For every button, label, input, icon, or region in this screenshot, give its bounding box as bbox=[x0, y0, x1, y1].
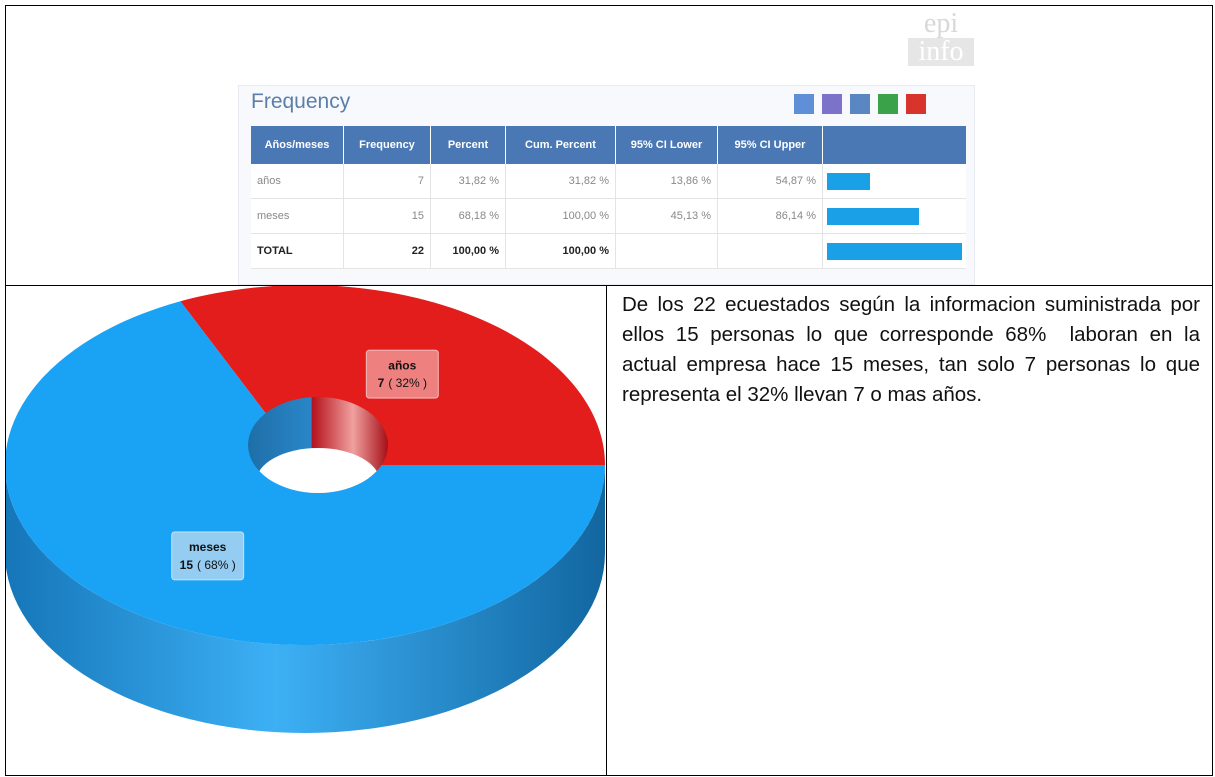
table-cell: 31,82 % bbox=[431, 164, 506, 199]
header-cell: Cum. Percent bbox=[506, 126, 616, 164]
table-cell: 7 bbox=[344, 164, 431, 199]
table-cell bbox=[616, 234, 718, 269]
label-box bbox=[365, 349, 439, 399]
table-cell: 86,14 % bbox=[718, 199, 823, 234]
value-label: 7 bbox=[378, 376, 385, 390]
label-box bbox=[171, 531, 245, 581]
percent-label: ( 68% ) bbox=[197, 558, 236, 572]
value-label: 15 bbox=[180, 558, 194, 572]
header-cell: Frequency bbox=[344, 126, 431, 164]
header-cell: Percent bbox=[431, 126, 506, 164]
hole-floor bbox=[256, 448, 380, 493]
slice-value: 15( 68% ) bbox=[180, 558, 236, 572]
document-border bbox=[5, 5, 1213, 776]
close-icon[interactable] bbox=[906, 94, 926, 114]
list-icon[interactable] bbox=[850, 94, 870, 114]
table-cell: 100,00 % bbox=[506, 234, 616, 269]
table-cell bbox=[718, 234, 823, 269]
table-cell: TOTAL bbox=[251, 234, 344, 269]
table-cell: meses bbox=[251, 199, 344, 234]
table-cell: 31,82 % bbox=[506, 164, 616, 199]
frequency-table: Años/meses Frequency Percent Cum. Percent 95… bbox=[251, 126, 966, 271]
percent-bar bbox=[827, 208, 920, 225]
table-cell: años bbox=[251, 164, 344, 199]
frequency-panel: Frequency Años/meses Frequency Percent Cum.… bbox=[238, 85, 975, 285]
table-cell: 15 bbox=[344, 199, 431, 234]
slice-name: años bbox=[388, 358, 416, 372]
table-cell: 22 bbox=[344, 234, 431, 269]
table-cell: 68,18 % bbox=[431, 199, 506, 234]
paragraph: De los 22 ecuestados según la informacio… bbox=[622, 293, 1206, 406]
header-cell: Años/meses bbox=[251, 126, 344, 164]
logo-line: epi bbox=[923, 8, 959, 39]
table-cell: 45,13 % bbox=[616, 199, 718, 234]
slice-value: 7( 32% ) bbox=[378, 376, 427, 390]
filter-icon[interactable] bbox=[794, 94, 814, 114]
percent-bar bbox=[827, 243, 962, 260]
slice-name: meses bbox=[189, 540, 227, 554]
percent-label: ( 32% ) bbox=[388, 376, 427, 390]
settings-icon[interactable] bbox=[822, 94, 842, 114]
table-cell: 54,87 % bbox=[718, 164, 823, 199]
header-row bbox=[251, 126, 966, 164]
column-divider bbox=[606, 285, 607, 776]
logo: epi info bbox=[908, 10, 974, 74]
table-cell: 13,86 % bbox=[616, 164, 718, 199]
panel-title: Frequency bbox=[251, 90, 351, 113]
pie-side bbox=[6, 465, 605, 733]
percent-bar bbox=[827, 173, 870, 190]
header-cell: 95% CI Upper bbox=[718, 126, 823, 164]
row-divider bbox=[5, 285, 1213, 286]
collapse-icon[interactable] bbox=[878, 94, 898, 114]
logo-line: info bbox=[908, 38, 974, 66]
table-cell: 100,00 % bbox=[506, 199, 616, 234]
table-cell: 100,00 % bbox=[431, 234, 506, 269]
header-cell: 95% CI Lower bbox=[616, 126, 718, 164]
